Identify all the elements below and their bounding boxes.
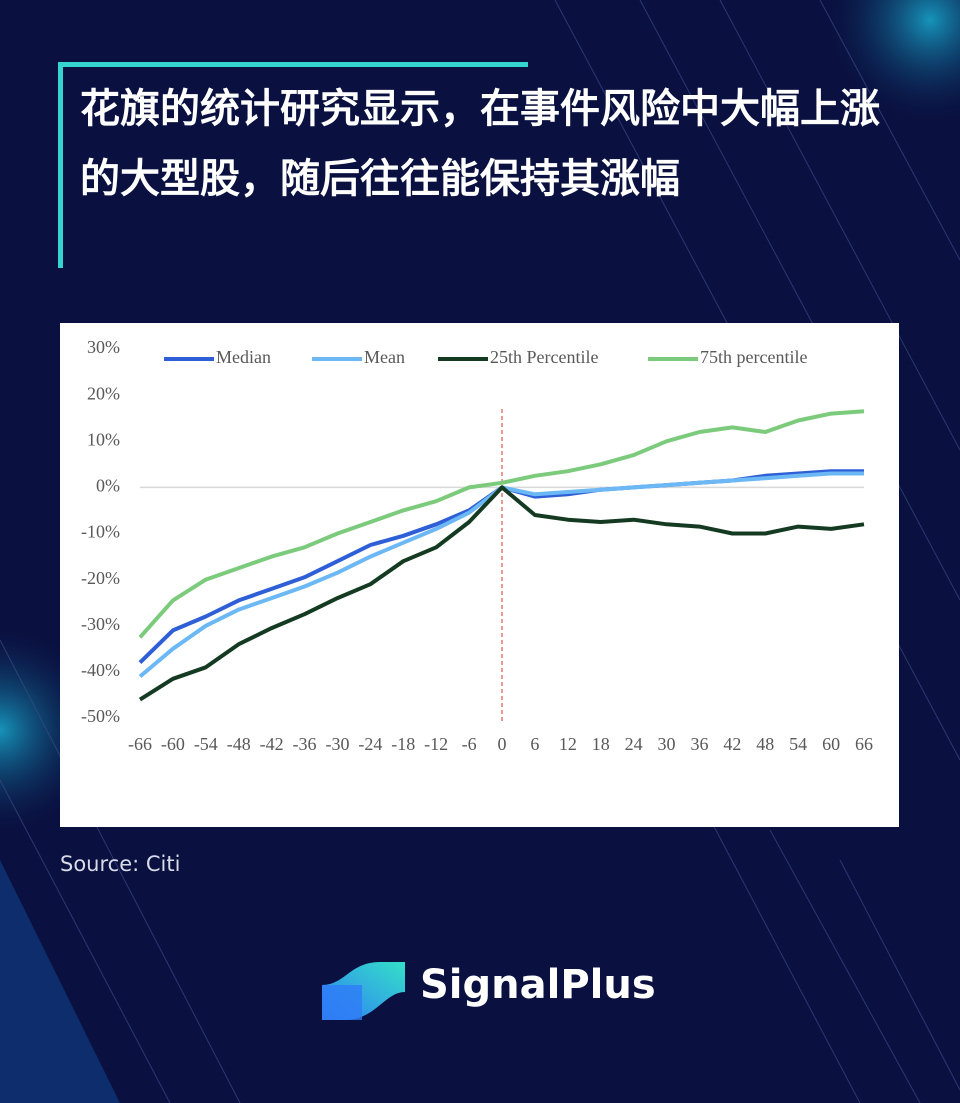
x-tick-label: -66 bbox=[128, 734, 152, 754]
chart: -50%-40%-30%-20%-10%0%10%20%30%-66 -60 -54… bbox=[81, 337, 873, 754]
y-tick-label: 20% bbox=[87, 383, 120, 403]
x-tick-label: -54 bbox=[194, 734, 218, 754]
x-tick-label: 30 bbox=[658, 734, 676, 754]
x-tick-label: 24 bbox=[625, 734, 643, 754]
x-tick-label: -18 bbox=[391, 734, 415, 754]
x-tick-label: 60 bbox=[822, 734, 840, 754]
brand-name: SignalPlus bbox=[420, 962, 656, 1008]
y-tick-label: 30% bbox=[87, 337, 120, 357]
y-tick-label: -10% bbox=[81, 522, 120, 542]
series-line bbox=[138, 485, 865, 702]
brand-logo bbox=[322, 962, 405, 1020]
x-tick-label: -60 bbox=[161, 734, 185, 754]
x-tick-label: -30 bbox=[325, 734, 349, 754]
source: Source: Citi bbox=[60, 852, 181, 876]
x-tick-label: -6 bbox=[462, 734, 477, 754]
x-tick-label: 0 bbox=[498, 734, 507, 754]
x-tick-label: -12 bbox=[424, 734, 448, 754]
x-tick-label: 48 bbox=[756, 734, 774, 754]
y-tick-label: -40% bbox=[81, 660, 120, 680]
legend-label: Median bbox=[216, 347, 271, 367]
legend-label: 25th Percentile bbox=[490, 347, 598, 367]
x-tick-label: 66 bbox=[855, 734, 873, 754]
x-tick-label: 42 bbox=[723, 734, 741, 754]
y-tick-label: -30% bbox=[81, 614, 120, 634]
x-tick-label: 36 bbox=[690, 734, 708, 754]
y-tick-label: -50% bbox=[81, 706, 120, 726]
title: 花旗的统计研究显示，在事件风险中大幅上涨的大型股，随后往往能保持其涨幅 bbox=[80, 86, 880, 202]
x-tick-label: 6 bbox=[530, 734, 539, 754]
y-tick-label: -20% bbox=[81, 568, 120, 588]
x-tick-label: 18 bbox=[592, 734, 610, 754]
legend-label: Mean bbox=[364, 347, 405, 367]
x-tick-label: -42 bbox=[260, 734, 284, 754]
series-line bbox=[138, 409, 865, 639]
x-tick-label: -24 bbox=[358, 734, 382, 754]
legend-label: 75th percentile bbox=[700, 347, 807, 367]
x-tick-label: -36 bbox=[293, 734, 317, 754]
x-tick-label: -48 bbox=[227, 734, 251, 754]
y-tick-label: 10% bbox=[87, 429, 120, 449]
x-tick-label: 12 bbox=[559, 734, 577, 754]
x-tick-label: 54 bbox=[789, 734, 807, 754]
y-tick-label: 0% bbox=[96, 476, 120, 496]
